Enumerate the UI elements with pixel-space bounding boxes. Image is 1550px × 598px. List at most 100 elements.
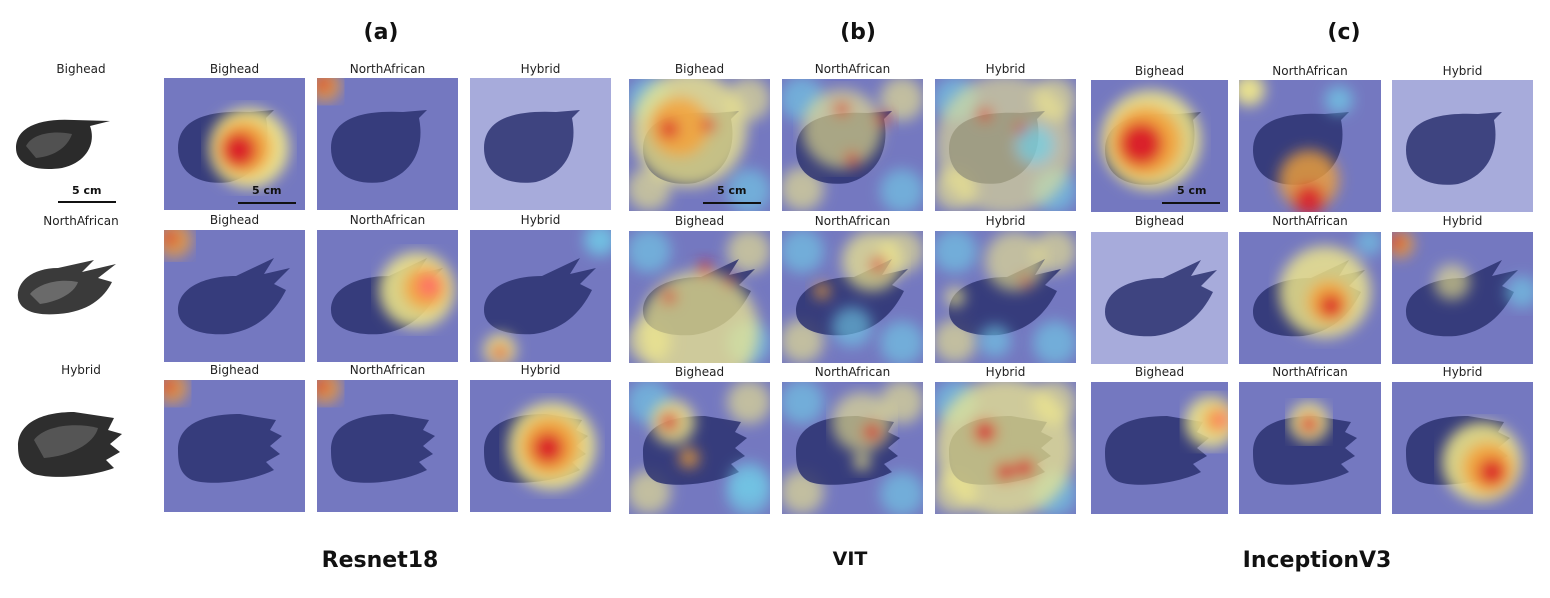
heatmap-panel-0-row-0-col-2 <box>470 78 611 210</box>
panel-0-row-1-col-0-label: Bighead <box>209 213 260 227</box>
fish-head-silhouette <box>484 110 580 183</box>
heatmap-panel-0-row-1-col-2 <box>470 230 611 362</box>
heatmap-panel-1-row-0-col-1 <box>782 79 923 211</box>
heatmap-panel-2-row-0-col-0 <box>1091 80 1228 212</box>
panel-1-row-2-col-1-label: NorthAfrican <box>814 365 891 379</box>
scale-bar-panel-0 <box>238 202 296 204</box>
heatmap-panel-1-row-0-col-0 <box>629 79 770 211</box>
heat-blob <box>1239 80 1265 106</box>
original-bighead-head-image <box>16 119 110 170</box>
heat-blob <box>659 119 679 139</box>
panel-1-row-1-col-0-label: Bighead <box>674 214 725 228</box>
heat-blob <box>697 261 713 277</box>
row-label-northafrican: NorthAfrican <box>43 214 119 228</box>
panel-1-row-0-col-0-label: Bighead <box>674 62 725 76</box>
row-label-hybrid: Hybrid <box>61 363 101 377</box>
scale-label-panel-0: 5 cm <box>252 184 282 197</box>
heat-blob <box>935 79 1075 211</box>
panel-tag-b: (b) <box>840 20 876 45</box>
panel-1-row-1-col-1-label: NorthAfrican <box>814 214 891 228</box>
fish-head-silhouette <box>1406 112 1502 185</box>
heatmap-panel-2-row-1-col-1 <box>1239 232 1381 364</box>
heat-blob <box>995 462 1015 482</box>
heatmap-panel-1-row-1-col-2 <box>935 231 1076 363</box>
heat-blob <box>874 111 890 127</box>
panel-2-row-1-col-1-label: NorthAfrican <box>1272 214 1348 228</box>
fish-head-silhouette <box>1406 260 1518 337</box>
heat-blob <box>649 97 709 157</box>
panel-2-row-1-col-2-label: Hybrid <box>1442 214 1483 228</box>
panel-1-row-0-col-2-label: Hybrid <box>985 62 1026 76</box>
heat-blob <box>870 257 886 273</box>
heatmap-panel-2-row-1-col-2 <box>1392 232 1533 364</box>
heat-blob <box>1213 412 1228 428</box>
fish-head-silhouette <box>331 414 435 483</box>
heat-blob <box>814 283 830 299</box>
heat-blob <box>1119 122 1163 166</box>
heat-blob <box>1019 275 1031 287</box>
original-northafrican-head-image <box>17 260 116 315</box>
heatmap-panel-1-row-2-col-1 <box>782 382 923 514</box>
heatmap-panel-2-row-2-col-1 <box>1239 382 1381 514</box>
panel-1-row-2-col-0-label: Bighead <box>674 365 725 379</box>
fish-head-silhouette <box>484 258 596 335</box>
heat-blob <box>723 275 735 287</box>
panel-2-row-0-col-2-label: Hybrid <box>1442 64 1483 78</box>
heat-blob <box>532 432 564 464</box>
heat-blob <box>1299 414 1319 434</box>
heat-blob <box>854 454 870 470</box>
panel-2-row-2-col-2-label: Hybrid <box>1442 365 1483 379</box>
fish-head-silhouette <box>1253 416 1357 485</box>
heat-blob <box>977 107 993 123</box>
panel-2-row-2-col-0-label: Bighead <box>1134 365 1185 379</box>
heatmap-panel-2-row-0-col-2 <box>1392 80 1533 212</box>
heatmap-panel-1-row-2-col-0 <box>629 382 770 514</box>
scale-bar-panel-2 <box>1162 202 1220 204</box>
scale-bar-original <box>58 201 116 203</box>
panel-0-row-1-col-2-label: Hybrid <box>520 213 561 227</box>
heat-blob <box>1015 458 1035 478</box>
heatmap-panel-0-row-1-col-0 <box>164 230 305 362</box>
heatmap-panel-2-row-2-col-0 <box>1091 382 1228 514</box>
heatmap-panel-0-row-2-col-1 <box>317 380 458 512</box>
heat-blob <box>417 274 441 298</box>
heat-blob <box>1015 125 1055 165</box>
heat-blob <box>1392 234 1404 250</box>
heatmap-panel-0-row-0-col-0 <box>164 78 305 210</box>
panel-0-row-0-col-0-label: Bighead <box>209 62 260 76</box>
heat-blob <box>832 307 872 347</box>
scale-bar-panel-1 <box>703 202 761 204</box>
panel-2-row-1-col-0-label: Bighead <box>1134 214 1185 228</box>
heat-blob <box>661 289 677 305</box>
heat-blob <box>985 231 1045 291</box>
panel-2-row-0-col-1-label: NorthAfrican <box>1272 64 1348 78</box>
panel-0-row-2-col-0-label: Bighead <box>209 363 260 377</box>
panel-2-row-0-col-0-label: Bighead <box>1134 64 1185 78</box>
heat-blob <box>659 412 679 432</box>
fish-head-silhouette <box>331 110 427 183</box>
heatmap-panel-1-row-1-col-1 <box>782 231 923 363</box>
heatmap-panel-2-row-2-col-2 <box>1392 382 1533 514</box>
heat-blob <box>317 380 329 394</box>
heatmap-panel-2-row-1-col-0 <box>1091 232 1228 364</box>
fish-head-silhouette <box>1105 260 1217 337</box>
heat-blob <box>317 78 331 92</box>
heatmap-panel-1-row-1-col-0 <box>629 231 770 363</box>
heat-blob <box>701 117 717 133</box>
heat-blob <box>979 325 1011 357</box>
heat-blob <box>1293 184 1325 212</box>
heatmap-panel-0-row-0-col-1 <box>317 78 458 210</box>
panel-0-row-0-col-2-label: Hybrid <box>520 62 561 76</box>
original-hybrid-head-image <box>18 412 122 477</box>
panel-1-row-1-col-2-label: Hybrid <box>985 214 1026 228</box>
panel-tag-a: (a) <box>363 20 399 45</box>
heat-blob <box>802 89 882 169</box>
fish-head-silhouette <box>178 414 282 483</box>
panel-1-row-0-col-1-label: NorthAfrican <box>814 62 891 76</box>
heat-blob <box>1325 86 1353 114</box>
heat-blob <box>164 230 178 246</box>
heat-blob <box>584 230 611 256</box>
panel-1-row-2-col-2-label: Hybrid <box>985 365 1026 379</box>
panel-2-row-2-col-1-label: NorthAfrican <box>1272 365 1348 379</box>
heat-blob <box>1506 276 1533 308</box>
